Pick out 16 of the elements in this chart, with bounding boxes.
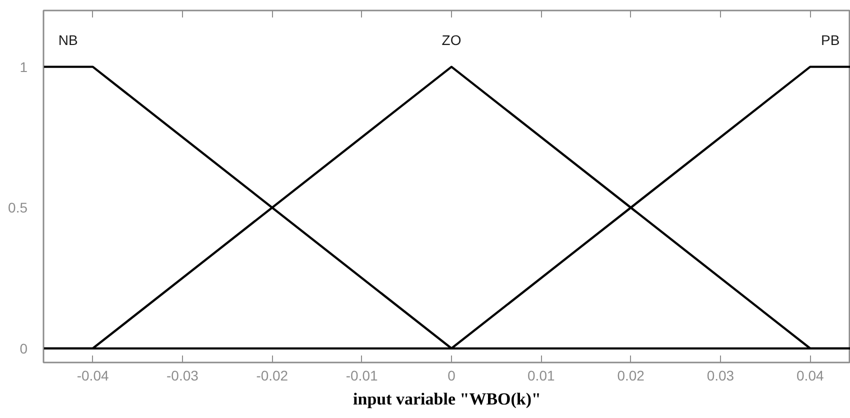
x-tick-label: -0.02 [256,368,288,384]
x-tick-label: -0.03 [166,368,199,384]
x-tick-label: -0.01 [346,368,378,384]
series-label: NB [58,32,78,48]
series-label: ZO [442,32,462,48]
series-label: PB [820,32,840,48]
x-tick-label: -0.04 [76,368,109,384]
x-axis-title: input variable "WBO(k)" [353,390,541,408]
x-tick-label: 0 [448,368,456,384]
x-tick-label: 0.04 [796,368,824,384]
y-tick-label: 0.5 [8,200,28,216]
y-tick-label: 1 [20,58,28,75]
x-tick-label: 0.01 [528,368,555,384]
x-tick-label: 0.02 [617,368,645,384]
y-tick-label: 0 [20,340,28,356]
x-tick-label: 0.03 [706,368,734,384]
